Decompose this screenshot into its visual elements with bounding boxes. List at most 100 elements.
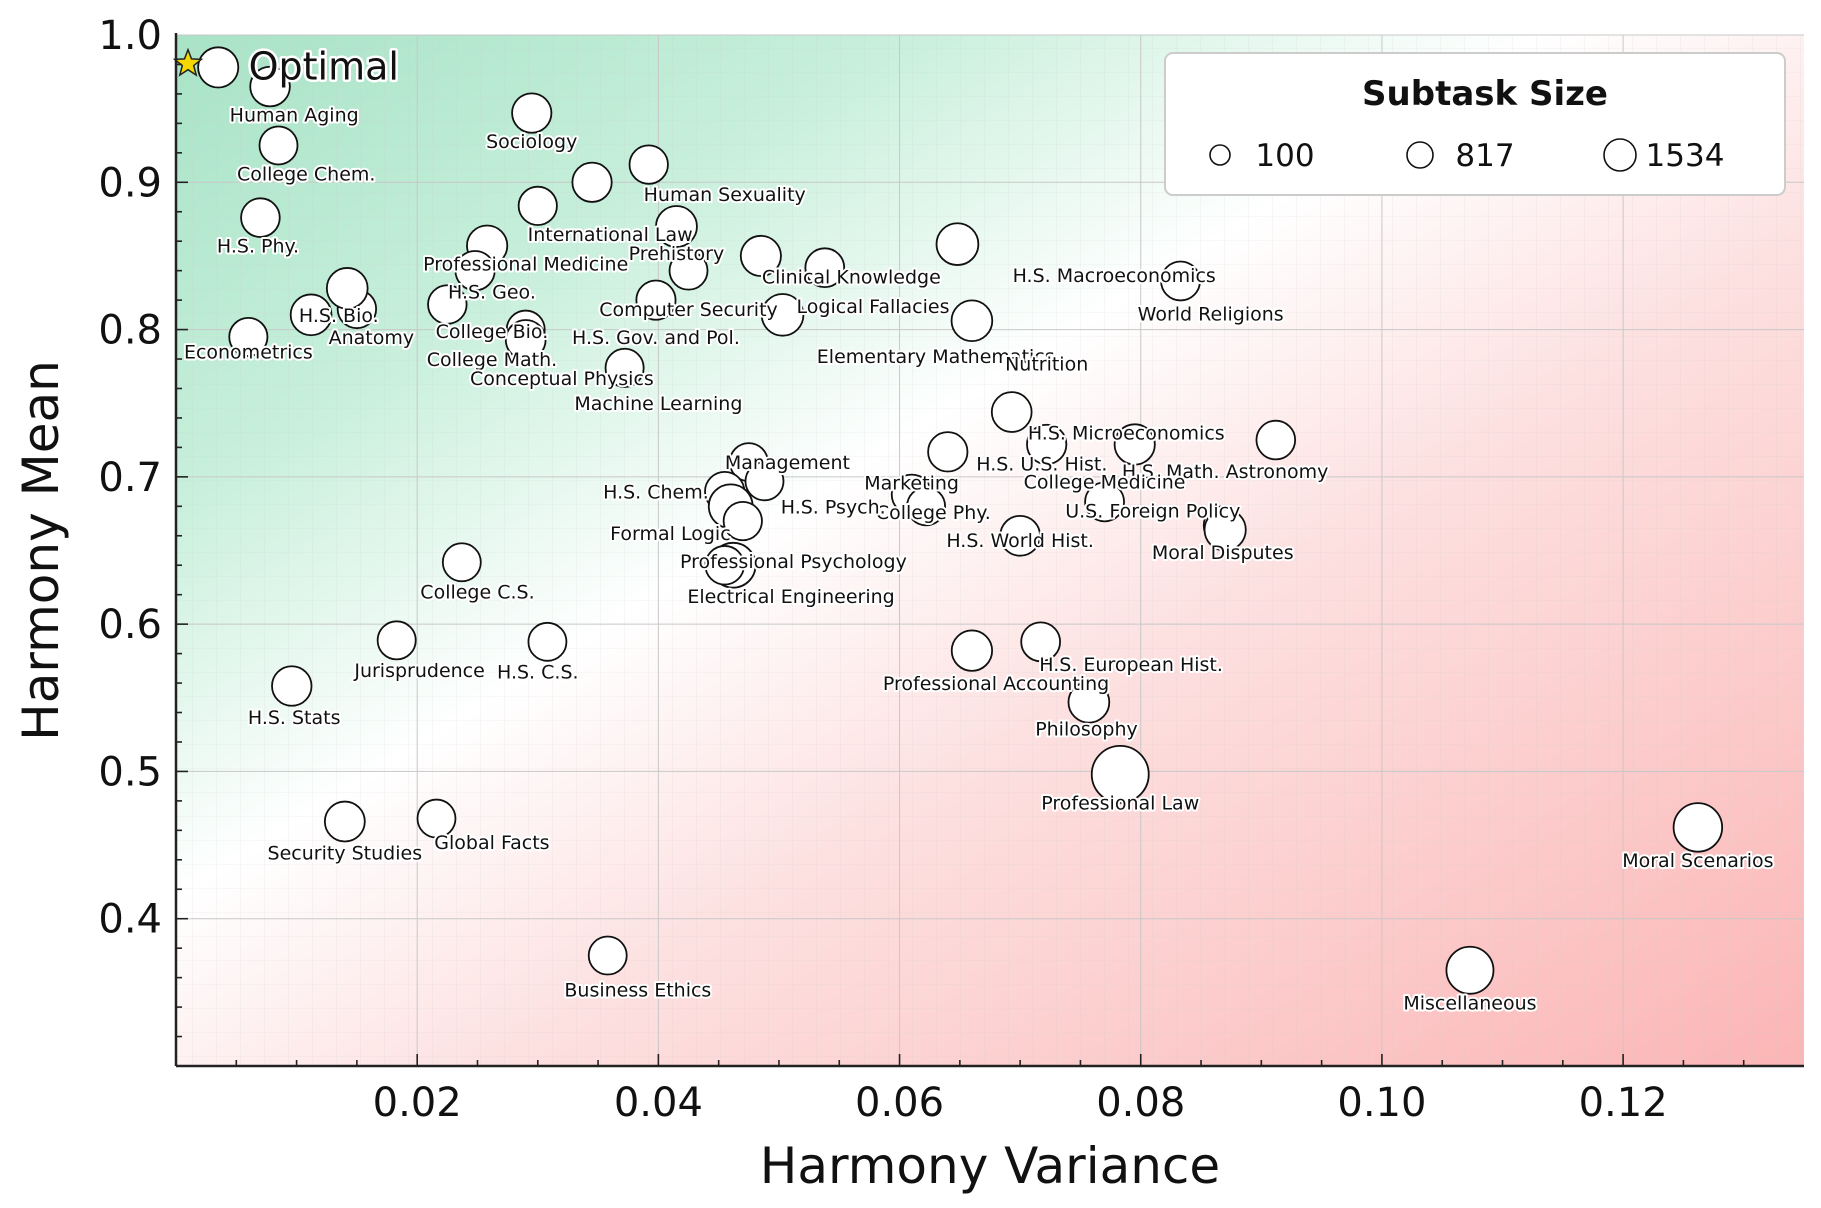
data-point <box>427 284 468 325</box>
data-point <box>258 125 299 166</box>
data-point <box>906 486 946 527</box>
y-tick-label: 0.6 <box>98 602 162 648</box>
point-label: H.S. World Hist. <box>946 530 1094 552</box>
y-tick-label: 0.7 <box>98 455 162 501</box>
x-tick-label: 0.10 <box>1337 1080 1426 1126</box>
point-label: H.S. Math. Astronomy <box>1122 461 1329 483</box>
point-label: Electrical Engineering <box>687 586 894 608</box>
data-point <box>517 185 558 226</box>
point-label: Business Ethics <box>564 979 711 1001</box>
data-point <box>628 144 669 185</box>
legend-marker <box>1406 141 1434 169</box>
legend-title: Subtask Size <box>1362 74 1608 114</box>
point-label: Human Aging <box>230 105 359 127</box>
point-label: World Religions <box>1138 303 1284 325</box>
point-label: Prehistory <box>629 243 725 265</box>
point-label: H.S. Stats <box>248 707 341 729</box>
data-point <box>441 542 482 583</box>
data-point <box>999 514 1041 557</box>
data-point <box>249 65 291 108</box>
legend-label: 1534 <box>1646 138 1725 174</box>
data-point <box>376 620 417 661</box>
data-point <box>454 250 496 292</box>
point-label: Management <box>725 452 850 474</box>
data-point <box>1084 481 1125 523</box>
data-point <box>571 161 613 203</box>
legend: Subtask Size 100 817 1534 <box>1164 52 1786 196</box>
point-label: Conceptual Physics <box>470 368 654 390</box>
x-tick-label: 0.12 <box>1579 1080 1668 1126</box>
point-label: Professional Accounting <box>883 673 1109 695</box>
y-axis-label: Harmony Mean <box>12 360 70 741</box>
data-point <box>197 46 240 89</box>
point-label: H.S. Bio. <box>299 305 379 327</box>
data-point <box>668 250 709 291</box>
point-label: Professional Medicine <box>423 253 628 275</box>
point-label: Nutrition <box>1005 353 1088 375</box>
point-label: College Math. <box>427 349 558 371</box>
data-point <box>935 222 980 266</box>
point-label: Professional Law <box>1041 792 1199 814</box>
optimal-label: Optimal <box>249 44 399 88</box>
data-point <box>722 500 763 542</box>
optimal-star <box>172 47 204 77</box>
point-label: Professional Psychology <box>680 551 907 573</box>
legend-marker <box>1209 144 1231 166</box>
data-point <box>1026 423 1068 466</box>
data-point <box>271 665 313 707</box>
data-point <box>1160 260 1201 302</box>
data-points <box>172 46 1724 995</box>
axes: 0.02 0.04 0.06 0.08 0.10 0.12 0.4 0.5 0.6 0.7 0.8 0… <box>12 13 1804 1195</box>
point-label: Elementary Mathematics <box>817 346 1055 368</box>
data-point <box>527 621 568 662</box>
point-label: Anatomy <box>329 327 415 349</box>
data-point <box>1255 419 1297 461</box>
x-tick-label: 0.08 <box>1096 1080 1185 1126</box>
data-point <box>760 293 805 337</box>
data-point <box>804 247 846 289</box>
data-point <box>1067 680 1111 724</box>
data-point <box>604 347 645 388</box>
legend-label: 100 <box>1255 138 1314 174</box>
legend-marker <box>1603 138 1637 172</box>
point-label: Machine Learning <box>574 393 742 415</box>
point-label: College Chem. <box>237 163 375 185</box>
data-point <box>511 92 553 134</box>
point-label: Philosophy <box>1035 719 1138 741</box>
point-label: H.S. Geo. <box>448 281 536 303</box>
data-point <box>927 431 969 473</box>
y-tick-label: 0.8 <box>98 308 162 354</box>
data-point <box>950 629 994 672</box>
point-label: H.S. European Hist. <box>1039 654 1223 676</box>
data-point <box>739 234 782 277</box>
point-label: Marketing <box>864 473 959 495</box>
point-label: Human Sexuality <box>644 184 806 206</box>
point-label: H.S. Gov. and Pol. <box>572 327 740 349</box>
data-point <box>323 800 366 843</box>
point-label: Sociology <box>486 131 577 153</box>
point-label: Jurisprudence <box>353 660 484 682</box>
data-point <box>1090 744 1150 804</box>
point-label: H.S. C.S. <box>497 661 579 683</box>
point-labels: Optimal Human Aging College Chem. H.S. Phy.… <box>182 42 1776 1017</box>
data-point <box>289 293 333 337</box>
point-label: H.S. Psych. <box>781 496 886 518</box>
data-point <box>1445 945 1495 995</box>
y-tick-label: 0.9 <box>98 160 162 206</box>
point-label: Security Studies <box>268 842 423 864</box>
point-label: H.S. Chem. <box>603 482 709 504</box>
data-point <box>744 461 785 502</box>
data-point <box>655 205 698 248</box>
y-tick-label: 0.4 <box>98 897 162 943</box>
data-point <box>1113 423 1156 466</box>
data-point <box>325 267 369 310</box>
point-label: H.S. U.S. Hist. <box>976 454 1107 476</box>
x-tick-label: 0.02 <box>373 1080 462 1126</box>
point-label: Moral Disputes <box>1152 542 1294 564</box>
data-point <box>1203 508 1247 552</box>
data-point <box>990 391 1033 433</box>
x-tick-label: 0.04 <box>614 1080 703 1126</box>
point-label: Global Facts <box>434 832 549 854</box>
point-label: College Phy. <box>876 502 991 524</box>
point-label: Miscellaneous <box>1403 993 1536 1015</box>
